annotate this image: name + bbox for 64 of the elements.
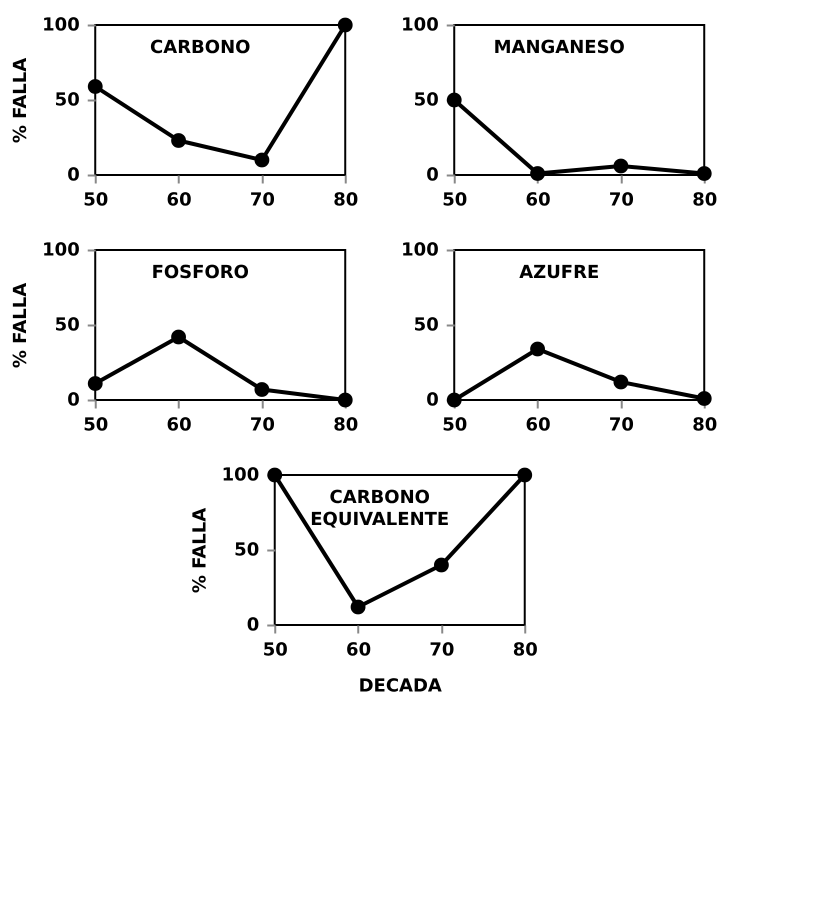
y-tick-label: 100 <box>401 240 439 260</box>
point <box>446 92 462 108</box>
text: CARBONO <box>150 37 250 58</box>
x-tick-label: 70 <box>250 190 275 210</box>
y-tick-label: 0 <box>246 614 260 636</box>
x-tick-label: 70 <box>250 414 275 436</box>
y-tick-label: 50 <box>414 90 439 110</box>
point <box>530 342 545 356</box>
x-tick-label: 60 <box>166 190 192 210</box>
point <box>517 468 532 482</box>
point <box>171 133 186 148</box>
point <box>696 166 712 181</box>
x-tick-label: 80 <box>692 414 718 436</box>
y-tick-label: 50 <box>414 314 439 336</box>
y-tick-label: 50 <box>54 90 80 110</box>
x-axis-title: DECADA <box>358 676 442 696</box>
text: AZUFRE <box>519 262 600 283</box>
x-tick-label: 60 <box>526 190 551 210</box>
x-tick-label: 70 <box>429 640 454 660</box>
point <box>88 79 103 94</box>
y-tick-label: 0 <box>426 390 439 410</box>
x-tick-label: 50 <box>83 414 108 436</box>
x-tick-label: 80 <box>692 190 718 210</box>
y-axis-title: % FALLA <box>190 508 211 594</box>
point <box>171 330 186 344</box>
x-tick-label: 50 <box>83 190 108 210</box>
point <box>613 374 628 390</box>
point <box>696 391 712 406</box>
y-tick-label: 0 <box>67 390 80 410</box>
y-tick-label: 100 <box>222 464 260 486</box>
point <box>338 392 353 408</box>
point <box>613 158 628 174</box>
text: FOSFORO <box>152 262 249 283</box>
text: CARBONO EQUIVALENTE <box>310 487 450 530</box>
point <box>350 600 366 614</box>
x-tick-label: 80 <box>333 414 358 436</box>
y-tick-label: 0 <box>426 164 439 186</box>
x-tick-label: 80 <box>333 190 358 210</box>
point <box>338 18 353 32</box>
x-tick-label: 80 <box>512 640 538 660</box>
y-tick-label: 0 <box>67 164 80 186</box>
x-tick-label: 60 <box>526 414 551 436</box>
point <box>530 166 545 181</box>
text: MANGANESO <box>494 37 625 58</box>
point <box>434 558 449 572</box>
x-tick-label: 70 <box>608 414 634 436</box>
x-tick-label: 60 <box>346 640 372 660</box>
point <box>446 392 462 408</box>
y-tick-label: 50 <box>54 314 80 336</box>
y-axis-title: % FALLA <box>10 58 32 144</box>
point <box>267 468 282 482</box>
point <box>254 382 270 397</box>
point <box>254 152 270 168</box>
x-tick-label: 70 <box>608 190 634 210</box>
y-axis-title: % FALLA <box>10 282 32 368</box>
x-tick-label: 60 <box>166 414 192 436</box>
x-tick-label: 50 <box>442 414 468 436</box>
y-tick-label: 100 <box>42 14 80 36</box>
y-tick-label: 100 <box>42 240 80 260</box>
y-tick-label: 50 <box>234 540 260 560</box>
x-tick-label: 50 <box>442 190 468 210</box>
point <box>88 376 103 391</box>
x-tick-label: 50 <box>262 640 288 660</box>
y-tick-label: 100 <box>401 14 439 36</box>
